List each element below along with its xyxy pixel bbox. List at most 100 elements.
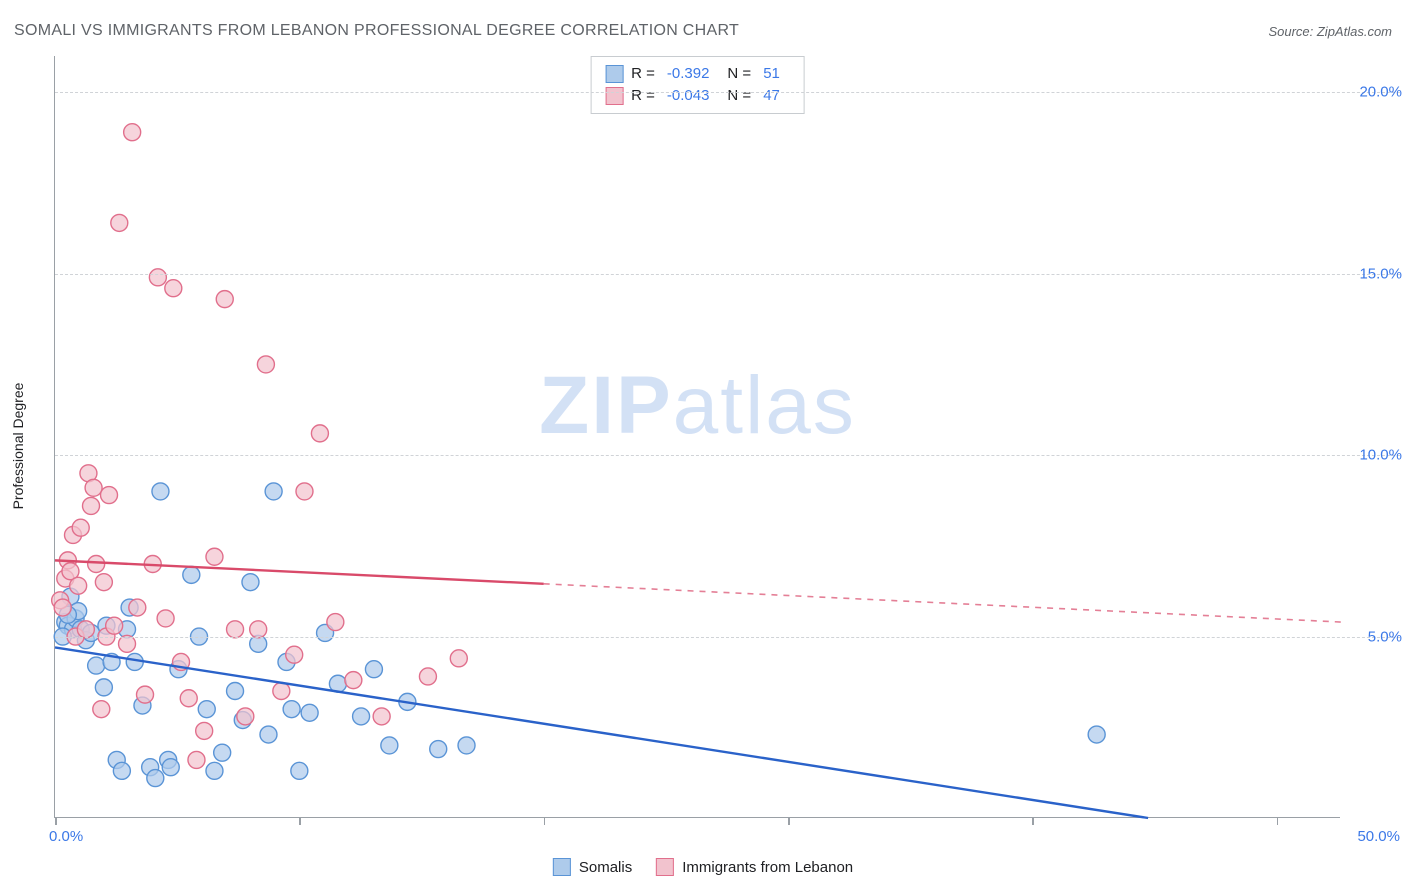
data-point [88,657,105,674]
data-point [283,701,300,718]
x-tick [55,817,57,825]
data-point [260,726,277,743]
source-attribution: Source: ZipAtlas.com [1268,24,1392,39]
gridline [55,92,1400,93]
data-point [106,617,123,634]
legend-item: Somalis [553,858,632,876]
data-point [88,556,105,573]
data-point [327,614,344,631]
data-point [430,741,447,758]
y-tick-label: 20.0% [1346,84,1402,101]
legend-swatch [656,858,674,876]
data-point [242,574,259,591]
r-label: R = [631,85,655,107]
chart-plot-area: ZIPatlas R =-0.392N =51R =-0.043N =47 0.… [54,56,1340,818]
r-value: -0.392 [667,63,710,85]
y-tick-label: 10.0% [1346,447,1402,464]
data-point [458,737,475,754]
data-point [250,621,267,638]
data-point [137,686,154,703]
gridline [55,455,1400,456]
legend-swatch [553,858,571,876]
data-point [70,577,87,594]
data-point [214,744,231,761]
data-point [183,566,200,583]
x-tick [299,817,301,825]
data-point [54,599,71,616]
y-tick-label: 15.0% [1346,265,1402,282]
data-point [95,679,112,696]
data-point [206,548,223,565]
data-point [95,574,112,591]
data-point [111,214,128,231]
trend-line-extrapolated [544,584,1341,622]
data-point [188,751,205,768]
legend-swatch [605,65,623,83]
y-tick-label: 5.0% [1346,628,1402,645]
n-label: N = [727,85,751,107]
data-point [273,683,290,700]
gridline [55,274,1400,275]
data-point [149,269,166,286]
data-point [83,497,100,514]
series-legend: Somalis Immigrants from Lebanon [553,858,853,876]
data-point [353,708,370,725]
data-point [345,672,362,689]
data-point [93,701,110,718]
data-point [113,762,130,779]
data-point [147,770,164,787]
data-point [291,762,308,779]
r-value: -0.043 [667,85,710,107]
scatter-plot-svg [55,56,1340,817]
data-point [301,704,318,721]
data-point [196,722,213,739]
data-point [257,356,274,373]
x-tick [788,817,790,825]
data-point [227,683,244,700]
data-point [381,737,398,754]
data-point [152,483,169,500]
data-point [198,701,215,718]
x-tick [1277,817,1279,825]
data-point [216,291,233,308]
y-axis-title: Professional Degree [10,383,26,510]
stats-legend: R = -0.392 N = 51R = -0.043 N = 47 [590,56,805,114]
x-tick [544,817,546,825]
data-point [124,124,141,141]
data-point [157,610,174,627]
gridline [55,637,1400,638]
x-axis-min-label: 0.0% [49,828,83,845]
data-point [101,487,118,504]
legend-label: Immigrants from Lebanon [682,859,853,876]
x-tick [1032,817,1034,825]
data-point [162,759,179,776]
data-point [227,621,244,638]
data-point [165,280,182,297]
stats-legend-row: R = -0.043 N = 47 [605,85,790,107]
n-value: 47 [763,85,780,107]
data-point [129,599,146,616]
data-point [265,483,282,500]
legend-swatch [605,87,623,105]
data-point [77,621,94,638]
data-point [311,425,328,442]
data-point [237,708,254,725]
data-point [1088,726,1105,743]
chart-title: SOMALI VS IMMIGRANTS FROM LEBANON PROFES… [14,22,739,40]
stats-legend-row: R =-0.392N =51 [605,63,790,85]
data-point [296,483,313,500]
data-point [419,668,436,685]
legend-item: Immigrants from Lebanon [656,858,853,876]
data-point [286,646,303,663]
n-value: 51 [763,63,780,85]
legend-label: Somalis [579,859,632,876]
n-label: N = [727,63,751,85]
data-point [365,661,382,678]
data-point [180,690,197,707]
data-point [373,708,390,725]
data-point [72,519,89,536]
data-point [206,762,223,779]
x-axis-max-label: 50.0% [1357,828,1400,845]
trend-line [55,560,544,583]
data-point [450,650,467,667]
